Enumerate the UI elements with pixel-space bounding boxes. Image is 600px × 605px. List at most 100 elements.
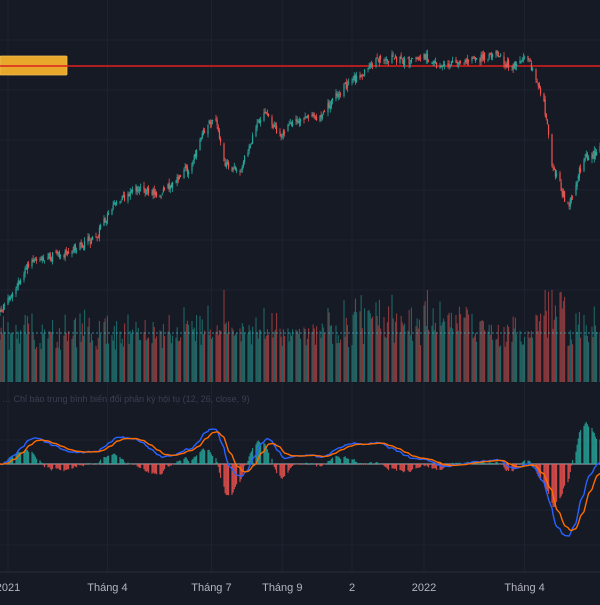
macd-histogram-bar[interactable] (563, 464, 566, 486)
macd-histogram-bar[interactable] (208, 449, 210, 464)
price-candle[interactable] (567, 201, 569, 205)
volume-bar[interactable] (408, 309, 410, 382)
price-candle[interactable] (312, 112, 314, 118)
price-candle[interactable] (451, 56, 454, 63)
price-candle[interactable] (329, 101, 331, 113)
price-candle[interactable] (0, 305, 2, 313)
volume-bar[interactable] (556, 316, 558, 382)
macd-histogram-bar[interactable] (554, 464, 557, 507)
price-candle[interactable] (255, 125, 257, 138)
volume-bar[interactable] (396, 313, 398, 382)
macd-histogram-bar[interactable] (106, 455, 109, 464)
macd-histogram-bar[interactable] (499, 464, 502, 465)
macd-histogram-bar[interactable] (192, 458, 194, 464)
price-candle[interactable] (121, 195, 123, 201)
price-candle[interactable] (304, 112, 306, 120)
price-candle[interactable] (427, 59, 430, 63)
volume-bar[interactable] (132, 329, 134, 382)
price-candle[interactable] (203, 128, 206, 134)
volume-bar[interactable] (144, 319, 146, 382)
macd-histogram-bar[interactable] (274, 464, 277, 470)
volume-bar[interactable] (391, 294, 393, 382)
volume-bar[interactable] (63, 335, 65, 382)
volume-bar[interactable] (380, 328, 382, 382)
volume-bar[interactable] (564, 296, 566, 382)
macd-histogram-bar[interactable] (409, 464, 411, 472)
price-candle[interactable] (232, 166, 234, 173)
price-candle[interactable] (579, 164, 582, 174)
price-candle[interactable] (553, 165, 555, 171)
volume-bar[interactable] (105, 343, 107, 382)
price-candle[interactable] (9, 295, 11, 301)
price-candle[interactable] (391, 50, 393, 64)
volume-bar[interactable] (516, 334, 518, 382)
price-candle[interactable] (443, 60, 446, 70)
price-candle[interactable] (224, 157, 226, 167)
volume-bar[interactable] (423, 305, 425, 382)
price-candle[interactable] (279, 128, 281, 137)
volume-bar[interactable] (161, 347, 163, 382)
volume-bar[interactable] (425, 326, 427, 382)
price-candle[interactable] (251, 132, 254, 145)
price-candle[interactable] (81, 242, 83, 249)
volume-bar[interactable] (20, 330, 22, 382)
macd-histogram-bar[interactable] (263, 442, 265, 464)
volume-bar[interactable] (104, 318, 106, 382)
volume-bar[interactable] (553, 319, 555, 382)
macd-histogram-bar[interactable] (506, 464, 509, 470)
price-candle[interactable] (154, 188, 157, 198)
volume-bar[interactable] (256, 332, 258, 382)
macd-histogram-bar[interactable] (139, 464, 142, 469)
price-candle[interactable] (387, 60, 390, 66)
price-candle[interactable] (505, 62, 507, 69)
price-candle[interactable] (160, 195, 162, 200)
macd-histogram-bar[interactable] (55, 464, 57, 469)
volume-bar[interactable] (498, 346, 500, 382)
price-candle[interactable] (583, 157, 585, 172)
price-candle[interactable] (7, 294, 9, 306)
macd-histogram-bar[interactable] (195, 455, 198, 464)
price-candle[interactable] (578, 165, 581, 181)
volume-bar[interactable] (72, 335, 74, 382)
volume-bar[interactable] (336, 343, 338, 382)
price-candle[interactable] (417, 56, 419, 62)
price-candle[interactable] (544, 95, 546, 118)
macd-histogram-bar[interactable] (307, 463, 310, 464)
price-candle[interactable] (491, 52, 494, 61)
price-candle[interactable] (23, 271, 25, 283)
macd-histogram-bar[interactable] (385, 464, 387, 468)
price-candle[interactable] (271, 114, 273, 129)
macd-histogram-bar[interactable] (426, 464, 429, 467)
volume-bar[interactable] (433, 330, 435, 382)
macd-histogram-bar[interactable] (375, 462, 377, 464)
price-candle[interactable] (527, 55, 529, 63)
volume-bar[interactable] (87, 326, 89, 382)
macd-histogram-bar[interactable] (376, 461, 378, 464)
price-candle[interactable] (530, 60, 533, 71)
macd-histogram-bar[interactable] (559, 464, 561, 499)
macd-histogram-bar[interactable] (162, 464, 165, 471)
volume-bar[interactable] (180, 337, 182, 382)
price-candle[interactable] (186, 164, 189, 177)
price-candle[interactable] (535, 68, 537, 83)
price-candle[interactable] (351, 78, 353, 86)
price-candle[interactable] (419, 54, 422, 62)
macd-histogram-bar[interactable] (159, 464, 161, 475)
volume-bar[interactable] (356, 312, 358, 382)
volume-bar[interactable] (332, 343, 334, 382)
macd-histogram-bar[interactable] (59, 464, 62, 471)
volume-bar[interactable] (439, 301, 441, 382)
macd-histogram-bar[interactable] (248, 456, 250, 464)
volume-bar[interactable] (284, 335, 286, 382)
price-candle[interactable] (376, 53, 378, 60)
volume-bar[interactable] (312, 324, 314, 382)
macd-histogram-bar[interactable] (170, 464, 173, 466)
volume-bar[interactable] (409, 335, 411, 382)
macd-histogram-bar[interactable] (179, 460, 182, 464)
volume-bar[interactable] (24, 314, 26, 382)
volume-bar[interactable] (399, 331, 401, 382)
price-candle[interactable] (135, 183, 137, 195)
price-candle[interactable] (265, 111, 267, 115)
volume-bar[interactable] (98, 320, 100, 382)
price-candle[interactable] (191, 162, 193, 175)
